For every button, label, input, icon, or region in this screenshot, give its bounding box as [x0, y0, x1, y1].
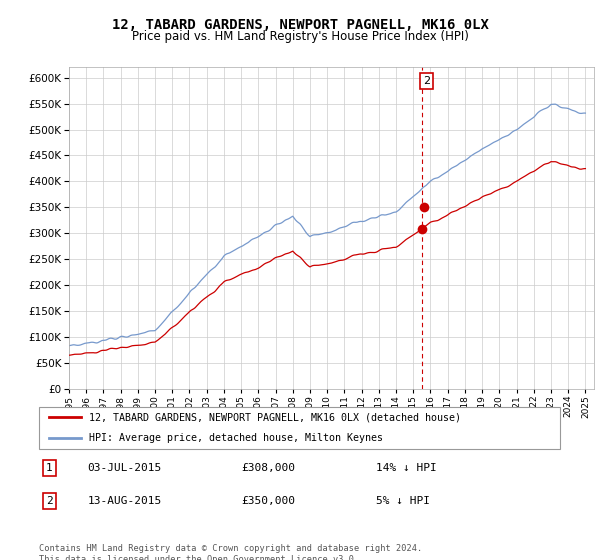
Text: 2: 2	[423, 76, 430, 86]
Text: £308,000: £308,000	[241, 463, 295, 473]
Text: 03-JUL-2015: 03-JUL-2015	[88, 463, 161, 473]
FancyBboxPatch shape	[38, 407, 560, 449]
Text: 12, TABARD GARDENS, NEWPORT PAGNELL, MK16 0LX: 12, TABARD GARDENS, NEWPORT PAGNELL, MK1…	[112, 18, 488, 32]
Text: 14% ↓ HPI: 14% ↓ HPI	[376, 463, 437, 473]
Text: 2: 2	[46, 496, 53, 506]
Text: Price paid vs. HM Land Registry's House Price Index (HPI): Price paid vs. HM Land Registry's House …	[131, 30, 469, 43]
Text: 12, TABARD GARDENS, NEWPORT PAGNELL, MK16 0LX (detached house): 12, TABARD GARDENS, NEWPORT PAGNELL, MK1…	[89, 412, 461, 422]
Text: £350,000: £350,000	[241, 496, 295, 506]
Text: 13-AUG-2015: 13-AUG-2015	[88, 496, 161, 506]
Text: 5% ↓ HPI: 5% ↓ HPI	[376, 496, 430, 506]
Text: Contains HM Land Registry data © Crown copyright and database right 2024.
This d: Contains HM Land Registry data © Crown c…	[39, 544, 422, 560]
Text: 1: 1	[46, 463, 53, 473]
Text: HPI: Average price, detached house, Milton Keynes: HPI: Average price, detached house, Milt…	[89, 433, 383, 444]
